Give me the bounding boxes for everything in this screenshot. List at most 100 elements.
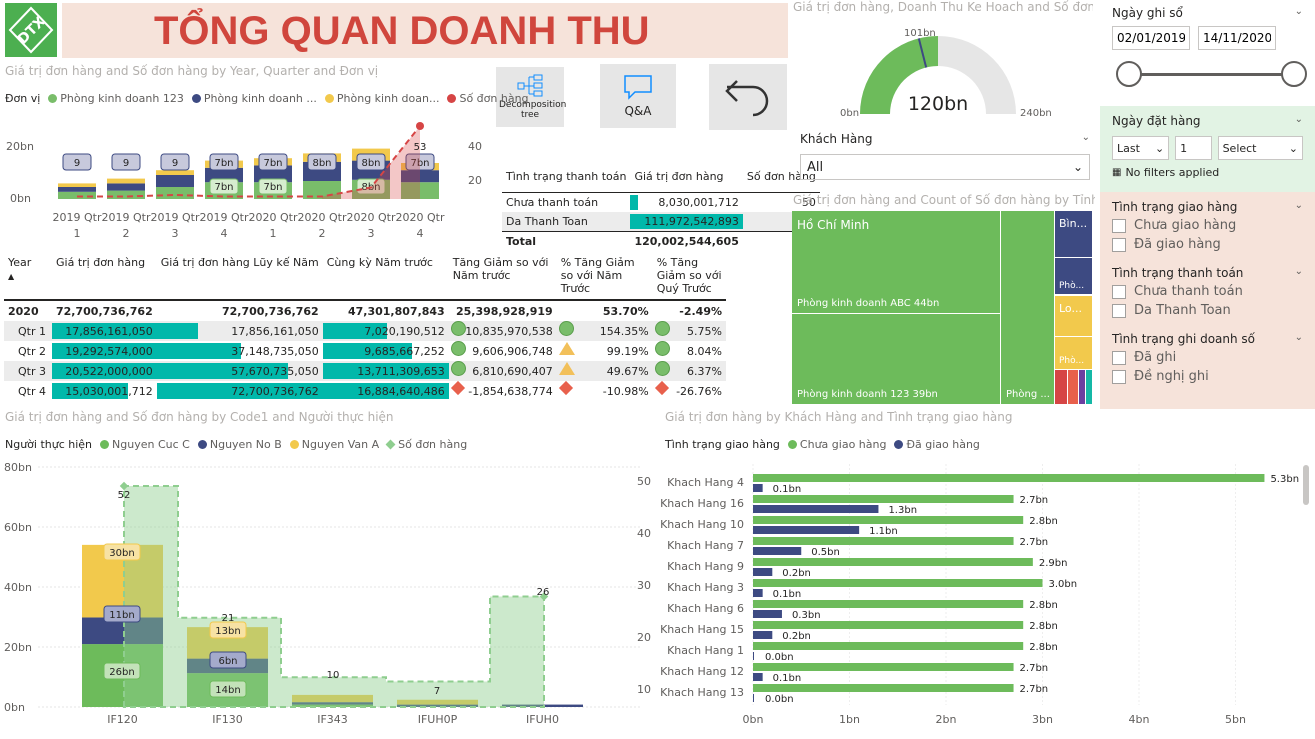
y-tick: Khach Hang 7 <box>667 539 744 552</box>
col-header[interactable]: Cùng kỳ Năm trước <box>322 252 449 301</box>
treemap-title: Giá trị đơn hàng and Count of Số đơn hàn… <box>793 193 1095 207</box>
chevron-down-icon: ⌄ <box>1154 141 1165 155</box>
checkbox-option[interactable]: Da Thanh Toan <box>1112 303 1315 318</box>
relative-count-input[interactable]: 1 <box>1175 136 1212 160</box>
x-tick: 2020 Qtr <box>298 211 347 224</box>
legend-item[interactable]: Phòng kinh doanh 123 <box>48 92 184 105</box>
ngay-ghi-so-label: Ngày ghi sổ <box>1112 6 1183 20</box>
bar <box>753 505 879 513</box>
top-chart-title: Giá trị đơn hàng and Số đơn hàng by Year… <box>5 64 379 78</box>
col-header[interactable]: Tình trạng thanh toán <box>502 160 631 193</box>
logo-graphic: DTX <box>8 6 54 54</box>
x-tick: 2020 Qtr <box>249 211 298 224</box>
y2-tick: 40 <box>468 140 482 153</box>
col-header[interactable]: % Tăng Giảm so với Năm Trước <box>556 252 653 301</box>
treemap-tile[interactable]: Hồ Chí Minh Phòng kinh doanh ABC 44bn <box>792 211 1001 314</box>
legend-item[interactable]: Đã giao hàng <box>894 438 980 451</box>
bar-segment <box>156 170 194 175</box>
back-arrow-icon <box>725 80 769 117</box>
col-header[interactable]: Year ▲ <box>4 252 52 301</box>
legend-item[interactable]: Nguyen No B <box>197 438 282 451</box>
y-tick: 20bn <box>6 140 34 153</box>
chevron-down-icon[interactable]: ⌄ <box>1294 200 1303 211</box>
date-to-input[interactable] <box>1198 26 1276 50</box>
data-label: 9 <box>123 158 129 169</box>
data-label: 7bn <box>263 158 282 169</box>
col-header[interactable]: Giá trị đơn hàng <box>630 160 743 193</box>
qa-button[interactable]: Q&A <box>600 64 676 128</box>
chevron-down-icon[interactable]: ⌄ <box>1081 132 1090 143</box>
scrollbar[interactable] <box>1303 465 1309 505</box>
date-from-input[interactable] <box>1112 26 1190 50</box>
table-row[interactable]: Qtr 3 20,522,000,000 57,670,735,050 13,711,… <box>4 361 726 381</box>
y2-tick: 40 <box>637 527 651 540</box>
relative-unit-dropdown[interactable]: Select ⌄ <box>1217 136 1303 160</box>
table-row[interactable]: Da Thanh Toan 111,972,542,893 66 <box>502 212 820 232</box>
y-tick: Khach Hang 6 <box>667 602 744 615</box>
checkbox-option[interactable]: Đề nghị ghi <box>1112 369 1315 384</box>
bar-segment <box>156 175 194 187</box>
legend-item[interactable]: Số đơn hàng <box>385 438 467 451</box>
col-header[interactable]: Giá trị đơn hàng Lũy kế Năm <box>156 252 323 301</box>
treemap-tile[interactable] <box>1086 370 1092 404</box>
treemap-tile[interactable]: Bìn... <box>1055 211 1092 258</box>
bar <box>753 484 763 492</box>
treemap-tile[interactable]: Phò... <box>1055 258 1092 294</box>
bar-segment <box>58 187 96 192</box>
legend-title: Người thực hiện <box>5 438 93 451</box>
legend-item[interactable]: Phòng kinh doan... <box>324 92 439 105</box>
legend-item[interactable]: Số đơn hàng <box>447 92 529 105</box>
treemap-tile[interactable]: Phò... <box>1055 337 1092 369</box>
customer-dropdown[interactable]: All ⌄ <box>800 154 1090 180</box>
data-label-box <box>103 605 141 623</box>
province-treemap: Hồ Chí Minh Phòng kinh doanh ABC 44bn Ph… <box>792 211 1092 404</box>
y-tick: 0bn <box>4 701 25 714</box>
year-row[interactable]: 2020 72,700,736,762 72,700,736,762 47,30… <box>8 304 722 318</box>
series-point <box>416 122 424 130</box>
chevron-down-icon[interactable]: ⌄ <box>1294 6 1303 17</box>
data-label-box <box>103 543 141 561</box>
col-header[interactable]: % Tăng Giảm so với Quý Trước <box>652 252 726 301</box>
decomposition-tree-button[interactable]: Decomposition tree <box>496 67 566 127</box>
table-row[interactable]: Qtr 4 15,030,001,712 72,700,736,762 16,884,… <box>4 380 726 401</box>
slider-handle-end[interactable] <box>1281 61 1307 87</box>
chevron-down-icon[interactable]: ⌄ <box>1294 266 1303 277</box>
y-tick: Khach Hang 9 <box>667 560 744 573</box>
qa-label: Q&A <box>624 104 652 118</box>
table-row[interactable]: Chưa thanh toán 8,030,001,712 50 <box>506 195 816 210</box>
data-label: 0.5bn <box>811 547 840 558</box>
slider-handle-start[interactable] <box>1116 61 1142 87</box>
col-header[interactable]: Giá trị đơn hàng <box>52 252 157 301</box>
treemap-tile[interactable]: Lo... <box>1055 296 1092 337</box>
data-label-box <box>209 153 239 171</box>
relative-mode-dropdown[interactable]: Last ⌄ <box>1112 136 1170 160</box>
col-header[interactable]: Tăng Giảm so với Năm trước <box>448 252 557 301</box>
legend-item[interactable]: Nguyen Van A <box>289 438 379 451</box>
checkbox-option[interactable]: Đã ghi <box>1112 350 1315 365</box>
back-button[interactable] <box>709 64 787 130</box>
status-icon <box>654 361 670 376</box>
data-label: 2.7bn <box>1020 684 1049 695</box>
x-tick: 0bn <box>743 713 764 726</box>
status-icon <box>558 321 574 336</box>
chevron-down-icon[interactable]: ⌄ <box>1294 114 1303 125</box>
bar <box>753 631 773 639</box>
checkbox-option[interactable]: Chưa thanh toán <box>1112 284 1315 299</box>
treemap-tile[interactable] <box>1068 370 1079 404</box>
treemap-tile[interactable] <box>1055 370 1068 404</box>
treemap-tile[interactable]: Phòng kinh doanh 123 39bn <box>792 314 1001 404</box>
chevron-down-icon[interactable]: ⌄ <box>1294 332 1303 343</box>
legend-item[interactable]: Chưa giao hàng <box>787 438 886 451</box>
table-row[interactable]: Qtr 2 19,292,574,000 37,148,735,050 9,685,6… <box>4 341 726 361</box>
date-range-slider[interactable] <box>1128 73 1294 76</box>
treemap-tile[interactable] <box>1079 370 1086 404</box>
gauge-value: 120bn <box>908 93 968 115</box>
legend-item[interactable]: Phòng kinh doanh ... <box>191 92 317 105</box>
checkbox-option[interactable]: Chưa giao hàng <box>1112 218 1315 233</box>
data-label: 2.7bn <box>1020 537 1049 548</box>
col-header[interactable]: Số đơn hàng <box>742 160 820 193</box>
table-row[interactable]: Qtr 1 17,856,161,050 17,856,161,050 7,020,1… <box>4 321 726 341</box>
checkbox-option[interactable]: Đã giao hàng <box>1112 237 1315 252</box>
treemap-tile[interactable]: Phòng ... <box>1001 211 1055 404</box>
legend-item[interactable]: Nguyen Cuc C <box>100 438 190 451</box>
